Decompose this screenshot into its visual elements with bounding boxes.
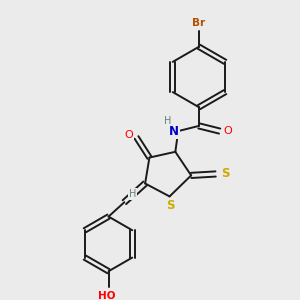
Text: N: N: [169, 124, 179, 138]
Text: Br: Br: [192, 18, 206, 28]
Text: O: O: [223, 125, 232, 136]
Text: H: H: [129, 189, 136, 199]
Text: S: S: [166, 199, 174, 212]
Text: O: O: [124, 130, 133, 140]
Text: S: S: [221, 167, 230, 181]
Text: HO: HO: [98, 291, 116, 300]
Text: H: H: [164, 116, 171, 126]
